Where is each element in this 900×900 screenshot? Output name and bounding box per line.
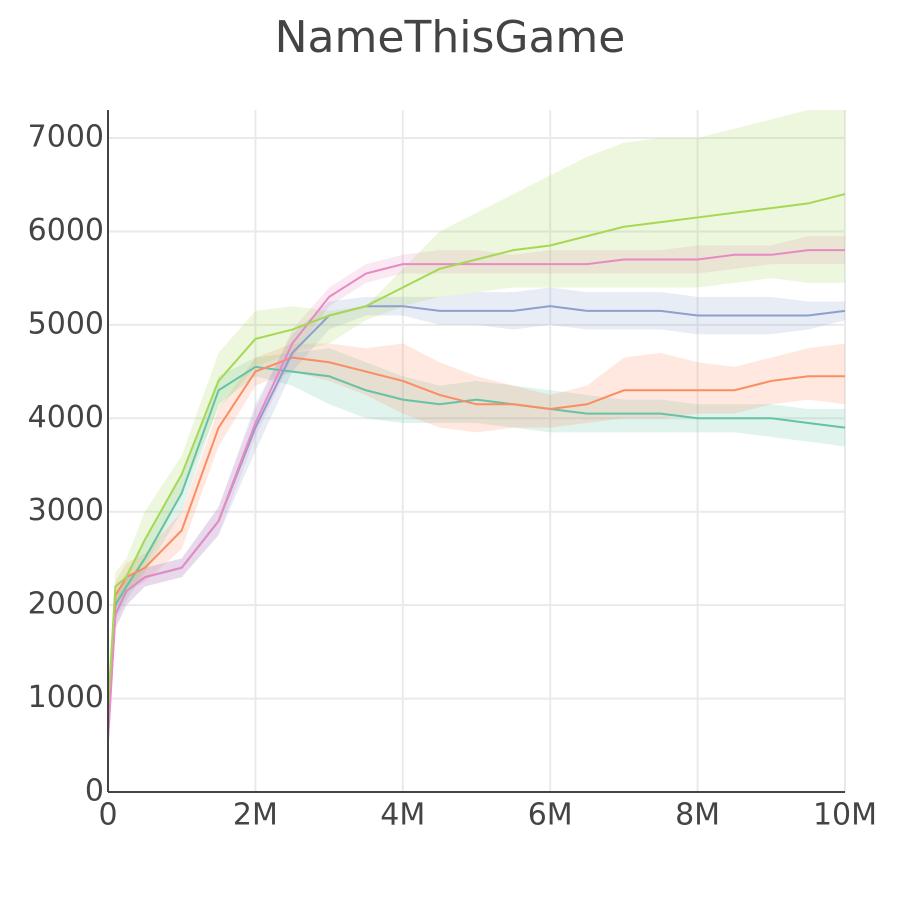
line bbox=[107, 356, 845, 727]
x-tick-label: 4M bbox=[380, 798, 425, 833]
line bbox=[107, 193, 846, 708]
x-tick-label: 0 bbox=[98, 798, 117, 833]
x-tick-label: 6M bbox=[528, 798, 573, 833]
band bbox=[108, 287, 845, 746]
band bbox=[108, 343, 845, 736]
chart-title: NameThisGame bbox=[275, 12, 626, 63]
y-tick-label: 3000 bbox=[28, 493, 104, 528]
x-tick-label: 10M bbox=[813, 798, 877, 833]
y-tick-label: 5000 bbox=[28, 306, 104, 341]
y-tick-label: 1000 bbox=[28, 680, 104, 715]
y-tick-label: 4000 bbox=[28, 400, 104, 435]
band bbox=[108, 110, 845, 727]
line bbox=[107, 365, 846, 718]
y-tick-label: 0 bbox=[85, 774, 104, 809]
line bbox=[107, 249, 845, 741]
y-tick-label: 7000 bbox=[28, 120, 104, 155]
y-tick-label: 6000 bbox=[28, 213, 104, 248]
x-tick-label: 2M bbox=[233, 798, 278, 833]
y-tick-label: 2000 bbox=[28, 587, 104, 622]
x-tick-label: 8M bbox=[675, 798, 720, 833]
